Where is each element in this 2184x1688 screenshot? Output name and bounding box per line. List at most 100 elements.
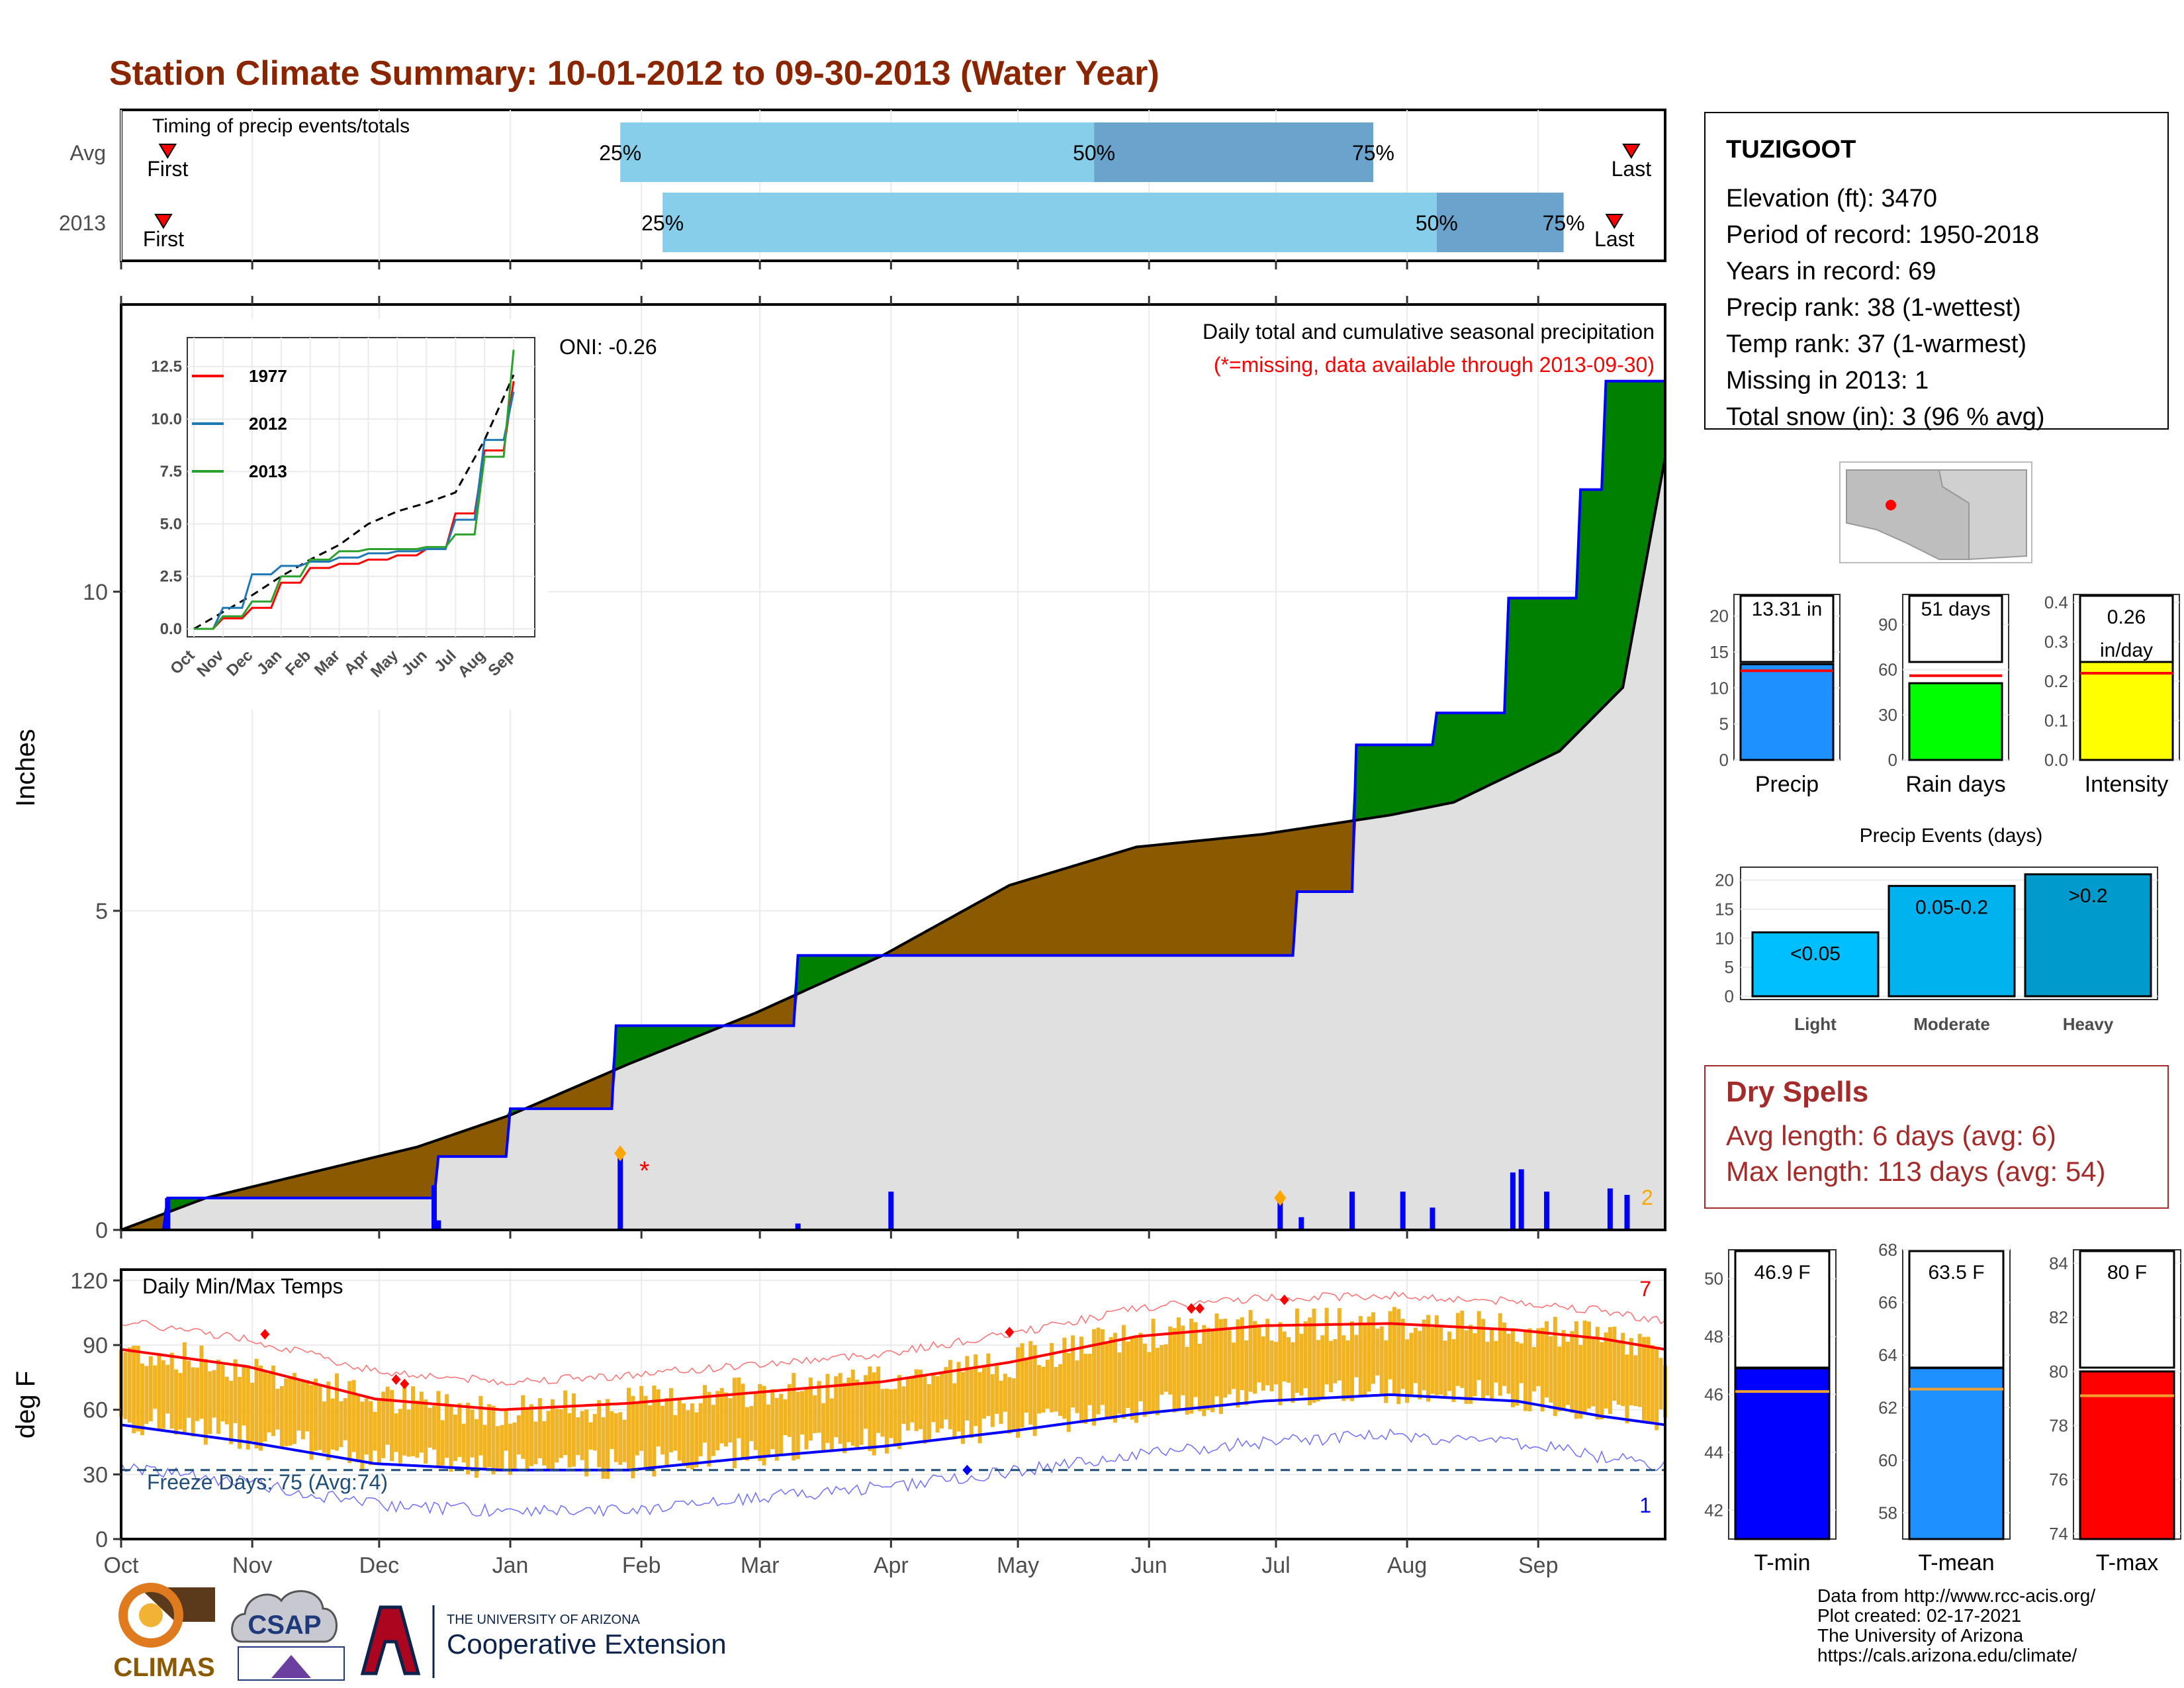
daily-temp-range (1561, 1330, 1566, 1411)
daily-temp-range (279, 1385, 284, 1448)
daily-temp-range (1028, 1340, 1033, 1425)
summary-y-tick-label: 30 (1878, 705, 1897, 725)
daily-temp-range (1413, 1327, 1418, 1383)
daily-temp-range (1379, 1326, 1384, 1394)
daily-temp-range (1312, 1308, 1316, 1403)
summary-y-tick-label: 20 (1709, 606, 1729, 626)
daily-temp-range (652, 1385, 657, 1477)
daily-temp-range (1113, 1333, 1118, 1423)
timing-pct-label: 50% (1073, 141, 1115, 165)
daily-temp-range (351, 1380, 356, 1452)
daily-temp-range (1324, 1307, 1329, 1385)
daily-temp-range (1595, 1327, 1600, 1420)
daily-temp-range (1273, 1342, 1278, 1385)
daily-temp-range (419, 1391, 424, 1453)
daily-temp-range (940, 1373, 944, 1429)
daily-temp-range (766, 1404, 770, 1456)
month-label: Sep (1518, 1553, 1559, 1578)
month-label: Nov (232, 1553, 272, 1578)
daily-temp-range (275, 1388, 280, 1430)
tmin-record-line (120, 1428, 1666, 1517)
daily-temp-range (1197, 1343, 1202, 1411)
daily-temp-range (546, 1411, 551, 1471)
daily-temp-range (254, 1358, 259, 1449)
daily-temp-range (1659, 1358, 1663, 1410)
daily-precip-bar (1400, 1192, 1406, 1230)
daily-temp-range (1367, 1316, 1371, 1392)
daily-temp-range (910, 1378, 915, 1423)
y-tick-label: 30 (83, 1462, 108, 1487)
daily-temp-range (1545, 1321, 1549, 1398)
daily-temp-range (1016, 1347, 1021, 1438)
daily-temp-range (1637, 1334, 1642, 1407)
daily-temp-range (424, 1399, 428, 1464)
daily-temp-range (1494, 1340, 1498, 1383)
temp-y-tick-label: 74 (2049, 1524, 2068, 1544)
daily-temp-range (850, 1369, 855, 1446)
summary-value-unit: in/day (2100, 639, 2153, 661)
cumulative-surplus-fill (121, 381, 1665, 1230)
summary-value-text: 13.31 in (1752, 598, 1823, 620)
temp-y-tick-label: 62 (1878, 1397, 1897, 1417)
daily-precip-bar (435, 1220, 441, 1230)
daily-temp-range (229, 1380, 234, 1444)
daily-temp-range (174, 1369, 179, 1435)
daily-temp-range (592, 1413, 597, 1451)
station-location-dot (1886, 500, 1896, 510)
temp-y-tick-label: 46 (1704, 1385, 1723, 1405)
oni-label: ONI: -0.26 (559, 335, 657, 359)
daily-temp-range (999, 1380, 1003, 1425)
daily-temp-range (1557, 1346, 1562, 1412)
daily-temp-range (737, 1377, 741, 1438)
daily-temp-range (1232, 1342, 1236, 1389)
daily-temp-range (1185, 1346, 1189, 1415)
daily-temp-range (1096, 1327, 1101, 1415)
daily-temp-range (466, 1403, 471, 1475)
daily-temp-range (1130, 1337, 1134, 1420)
daily-temp-range (1257, 1324, 1261, 1383)
daily-temp-range (1024, 1357, 1028, 1413)
daily-temp-range (1308, 1317, 1312, 1405)
events-category-label: Moderate (1913, 1014, 1990, 1034)
daily-temp-range (1193, 1322, 1198, 1397)
daily-temp-range (842, 1382, 846, 1454)
daily-temp-range (981, 1367, 986, 1419)
inset-y-tick-label: 0.0 (160, 620, 182, 638)
daily-temp-range (1176, 1317, 1181, 1409)
daily-temp-range (1155, 1348, 1160, 1415)
daily-temp-range (474, 1419, 478, 1478)
daily-temp-range (296, 1381, 301, 1431)
temp-y-tick-label: 76 (2049, 1470, 2068, 1489)
daily-temp-range (960, 1372, 965, 1444)
daily-temp-range (995, 1366, 999, 1414)
daily-temp-range (639, 1385, 644, 1451)
daily-temp-range (1388, 1311, 1392, 1380)
summary-y-tick-label: 10 (1709, 678, 1729, 698)
daily-temp-range (956, 1362, 961, 1432)
daily-temp-range (478, 1395, 483, 1456)
summary-value-bar (1739, 663, 1835, 761)
daily-temp-range (1600, 1342, 1604, 1420)
daily-temp-range (187, 1360, 191, 1418)
daily-temp-range (461, 1423, 466, 1463)
station-info-line: Precip rank: 38 (1-wettest) (1726, 294, 2021, 322)
daily-temp-range (411, 1386, 416, 1456)
timing-panel: 25% 50% 75% First Last 25% 50% 75% First Last Tim… (59, 109, 1666, 262)
daily-temp-range (1244, 1340, 1249, 1405)
daily-temp-range (1189, 1319, 1194, 1414)
csap-logo-text: CSAP (248, 1611, 321, 1640)
temp-chart-label: T-max (2096, 1550, 2158, 1575)
record-precip-marker (614, 1145, 627, 1162)
temp-y-tick-label: 84 (2049, 1253, 2068, 1273)
daily-temp-range (1121, 1325, 1126, 1419)
daily-temp-range (571, 1393, 576, 1467)
timing-last-label: Last (1612, 157, 1652, 181)
daily-temp-range (263, 1372, 267, 1442)
daily-temp-range (1549, 1336, 1553, 1403)
daily-temp-range (1574, 1321, 1578, 1419)
daily-temp-range (931, 1373, 936, 1423)
daily-temp-range (601, 1417, 606, 1479)
daily-temp-range (1117, 1352, 1122, 1414)
dry-spells-max: Max length: 113 days (avg: 54) (1726, 1156, 2106, 1187)
daily-temp-range (1210, 1330, 1215, 1413)
